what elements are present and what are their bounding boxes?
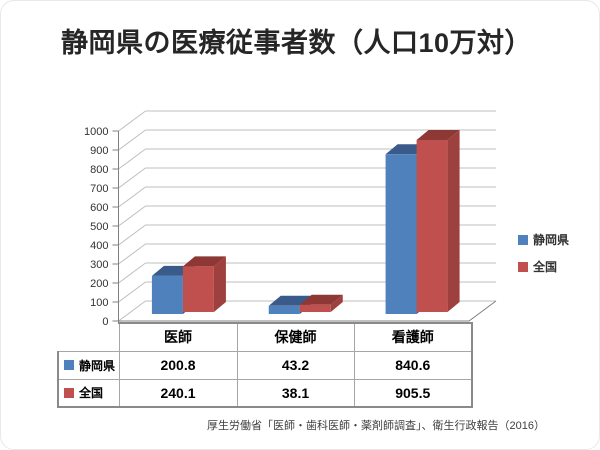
y-axis-tick-label: 0 (102, 316, 108, 328)
series-marker-zenkoku (64, 387, 74, 398)
legend: 静岡県 全国 (518, 231, 569, 275)
y-axis-tick-label: 800 (90, 164, 108, 176)
column-header-ishi: 医師 (118, 322, 238, 352)
cell-shizuoka-ishi: 200.8 (118, 350, 238, 380)
legend-item-zenkoku: 全国 (518, 258, 569, 275)
cell-shizuoka-kangoshi: 840.6 (353, 350, 473, 380)
y-axis-tick-label: 900 (90, 145, 108, 157)
y-axis-tick-label: 500 (90, 221, 108, 233)
series-marker-shizuoka (64, 360, 74, 370)
legend-item-shizuoka: 静岡県 (518, 231, 569, 248)
table-row-shizuoka: 静岡県 200.8 43.2 840.6 (57, 350, 473, 380)
y-axis-tick-label: 100 (90, 297, 108, 309)
y-axis-tick-label: 400 (90, 240, 108, 252)
chart-floor-edge (118, 300, 497, 322)
data-table: 医師 保健師 看護師 静岡県 200.8 43.2 840.6 全国 240 (57, 322, 473, 408)
column-header-hokenshi: 保健師 (236, 322, 355, 352)
legend-swatch-shizuoka (518, 234, 528, 245)
y-axis-tick-label: 300 (90, 259, 108, 271)
y-axis-tick-label: 700 (90, 183, 108, 195)
row-label-zenkoku: 全国 (57, 378, 120, 408)
bar-s1-c2 (416, 129, 460, 312)
y-axis-tick-label: 600 (90, 202, 108, 214)
cell-zenkoku-ishi: 240.1 (118, 378, 238, 408)
source-note: 厚生労働省「医師・歯科医師・薬剤師調査」、衛生行政報告（2016） (207, 420, 545, 432)
y-axis-tick-label: 200 (90, 278, 108, 290)
legend-label-shizuoka: 静岡県 (533, 233, 570, 247)
table-corner-cell (58, 323, 119, 351)
cell-zenkoku-kangoshi: 905.5 (353, 378, 473, 408)
table-header-row: 医師 保健師 看護師 (58, 322, 473, 352)
cell-shizuoka-hokenshi: 43.2 (236, 350, 355, 380)
legend-label-zenkoku: 全国 (533, 260, 558, 274)
page-title: 静岡県の医療従事者数（人口10万対） (61, 28, 533, 58)
legend-swatch-zenkoku (518, 261, 528, 272)
row-label-shizuoka: 静岡県 (57, 350, 120, 380)
y-axis-tick-label: 1000 (84, 126, 108, 138)
bar-s1-c0 (182, 256, 226, 312)
column-header-kangoshi: 看護師 (353, 322, 473, 352)
cell-zenkoku-hokenshi: 38.1 (236, 378, 355, 408)
bar-s1-c1 (299, 294, 343, 312)
table-row-zenkoku: 全国 240.1 38.1 905.5 (57, 378, 473, 408)
